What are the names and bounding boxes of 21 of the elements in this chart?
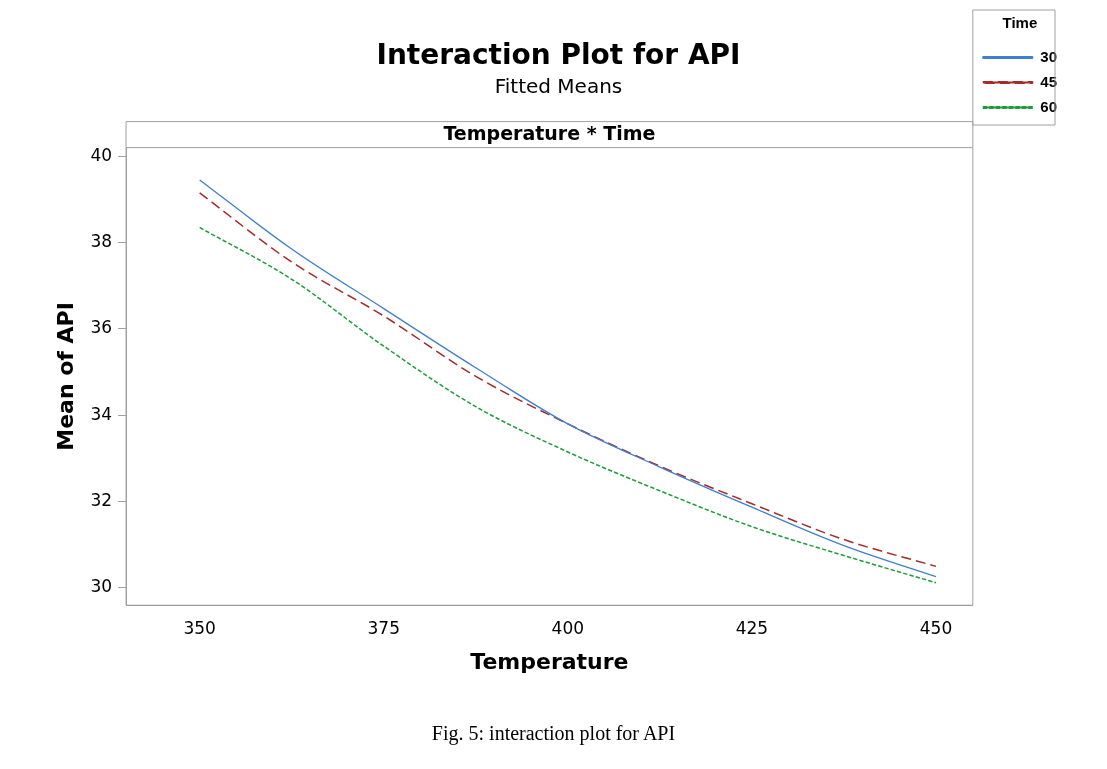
legend-label: 60 — [1040, 97, 1057, 115]
x-tick-label: 375 — [367, 617, 400, 638]
x-tick-label: 425 — [735, 617, 769, 638]
x-tick-label: 450 — [919, 617, 953, 638]
y-tick-label: 38 — [90, 231, 113, 251]
y-tick-label: 32 — [90, 490, 113, 511]
y-tick-label: 30 — [90, 576, 113, 597]
y-tick-label: 36 — [90, 317, 113, 338]
x-tick-label: 400 — [551, 617, 585, 638]
chart-subtitle: Fitted Means — [494, 73, 623, 98]
y-axis-title: Mean of API — [52, 302, 78, 451]
x-axis-title: Temperature — [470, 648, 629, 674]
caption: Fig. 5: interaction plot for API — [430, 722, 677, 745]
x-tick-label: 350 — [183, 617, 216, 638]
y-tick-label: 34 — [90, 403, 113, 424]
text: Temperature * Time — [443, 121, 656, 144]
y-tick-label: 40 — [90, 144, 113, 165]
legend-label: 30 — [1040, 47, 1057, 65]
chart-title: Interaction Plot for API — [376, 38, 741, 72]
legend-title: Time — [1002, 13, 1038, 31]
legend-label: 45 — [1040, 72, 1057, 90]
